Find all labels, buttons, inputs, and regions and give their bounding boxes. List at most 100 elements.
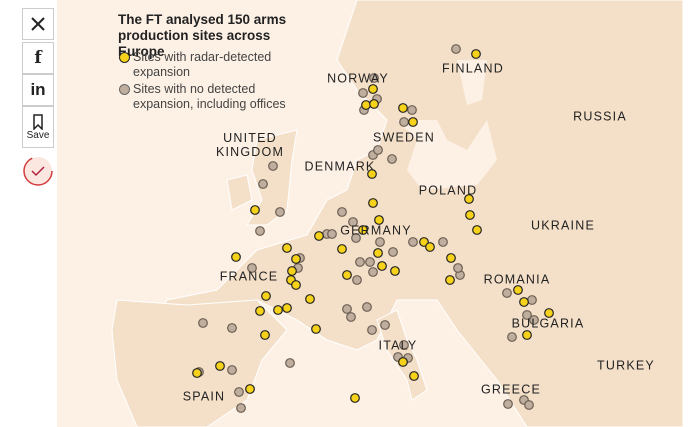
site-dot bbox=[522, 330, 532, 340]
site-dot bbox=[247, 263, 257, 273]
site-dot bbox=[350, 393, 360, 403]
site-dot bbox=[375, 237, 385, 247]
site-dot bbox=[255, 306, 265, 316]
site-dot bbox=[513, 285, 523, 295]
country-label: FINLAND bbox=[442, 61, 504, 75]
site-dot bbox=[361, 100, 371, 110]
site-dot bbox=[407, 105, 417, 115]
site-dot bbox=[287, 266, 297, 276]
x-icon bbox=[31, 17, 45, 31]
share-x[interactable] bbox=[22, 8, 54, 40]
site-dot bbox=[453, 263, 463, 273]
site-dot bbox=[408, 237, 418, 247]
country-label: POLAND bbox=[419, 183, 478, 197]
check-icon[interactable] bbox=[22, 155, 54, 187]
country-label: BULGARIA bbox=[512, 316, 585, 330]
site-dot bbox=[368, 84, 378, 94]
country-label: DENMARK bbox=[305, 159, 376, 173]
share-facebook[interactable]: f bbox=[22, 42, 54, 74]
site-dot bbox=[464, 194, 474, 204]
save-button[interactable]: Save bbox=[22, 106, 54, 148]
site-dot bbox=[305, 294, 315, 304]
share-linkedin[interactable]: in bbox=[22, 74, 54, 106]
country-label: TURKEY bbox=[597, 358, 655, 372]
site-dot bbox=[529, 315, 539, 325]
seas bbox=[397, 60, 497, 190]
site-dot bbox=[503, 399, 513, 409]
site-dot bbox=[438, 237, 448, 247]
site-dot bbox=[291, 280, 301, 290]
site-dot bbox=[231, 252, 241, 262]
site-dot bbox=[282, 243, 292, 253]
site-dot bbox=[358, 88, 368, 98]
site-dot bbox=[399, 117, 409, 127]
site-dot bbox=[399, 340, 409, 350]
site-dot bbox=[373, 145, 383, 155]
site-dot bbox=[409, 371, 419, 381]
site-dot bbox=[346, 312, 356, 322]
map: NORWAY FINLAND SWEDEN UNITED KINGDOM DENMARK P… bbox=[57, 0, 683, 427]
site-dot bbox=[198, 318, 208, 328]
site-dot bbox=[192, 368, 202, 378]
site-dot bbox=[342, 270, 352, 280]
site-dot bbox=[362, 302, 372, 312]
site-dot bbox=[285, 358, 295, 368]
site-dot bbox=[367, 169, 377, 179]
country-label: ROMANIA bbox=[484, 272, 551, 286]
site-dot bbox=[314, 231, 324, 241]
country-label: UKRAINE bbox=[531, 218, 595, 232]
country-label: GREECE bbox=[481, 382, 541, 396]
site-dot bbox=[311, 324, 321, 334]
site-dot bbox=[502, 288, 512, 298]
site-dot bbox=[234, 387, 244, 397]
site-dot bbox=[352, 275, 362, 285]
site-dot bbox=[380, 320, 390, 330]
site-dot bbox=[507, 332, 517, 342]
site-dot bbox=[377, 261, 387, 271]
site-dot bbox=[227, 323, 237, 333]
legend-item: Sites with no detected expansion, includ… bbox=[118, 82, 318, 112]
site-dot bbox=[273, 305, 283, 315]
country-label: NORWAY bbox=[327, 71, 389, 85]
sites bbox=[192, 44, 554, 413]
site-dot bbox=[261, 291, 271, 301]
site-dot bbox=[282, 303, 292, 313]
site-dot bbox=[365, 257, 375, 267]
share-bar: f in Save bbox=[0, 0, 56, 427]
country-label: ITALY bbox=[379, 338, 418, 352]
country-label: FRANCE bbox=[220, 269, 279, 283]
site-dot bbox=[387, 154, 397, 164]
site-dot bbox=[367, 325, 377, 335]
site-dot bbox=[258, 179, 268, 189]
save-label: Save bbox=[26, 129, 50, 141]
site-dot bbox=[398, 103, 408, 113]
site-dot bbox=[337, 244, 347, 254]
site-dot bbox=[446, 253, 456, 263]
bookmark-icon bbox=[33, 113, 43, 130]
site-dot bbox=[236, 403, 246, 413]
site-dot bbox=[471, 49, 481, 59]
map-title: The FT analysed 150 arms production site… bbox=[118, 12, 287, 59]
country-label: UNITED KINGDOM bbox=[216, 131, 284, 159]
country-label: SPAIN bbox=[183, 389, 226, 403]
legend-item: Sites with radar-detected expansion bbox=[118, 50, 318, 80]
site-dot bbox=[369, 99, 379, 109]
site-dot bbox=[227, 365, 237, 375]
site-dot bbox=[245, 384, 255, 394]
country-label: GERMANY bbox=[340, 223, 412, 237]
site-dot bbox=[260, 330, 270, 340]
site-dot bbox=[519, 297, 529, 307]
legend-label: Sites with no detected expansion, includ… bbox=[133, 82, 286, 111]
site-dot bbox=[215, 361, 225, 371]
site-dot bbox=[369, 73, 379, 83]
site-dot bbox=[291, 254, 301, 264]
site-dot bbox=[351, 233, 361, 243]
site-dot bbox=[451, 44, 461, 54]
site-dot bbox=[355, 257, 365, 267]
site-dot bbox=[388, 247, 398, 257]
site-dot bbox=[445, 275, 455, 285]
site-dot bbox=[527, 295, 537, 305]
country-label: SWEDEN bbox=[373, 130, 435, 144]
legend-label: Sites with radar-detected expansion bbox=[133, 50, 272, 79]
